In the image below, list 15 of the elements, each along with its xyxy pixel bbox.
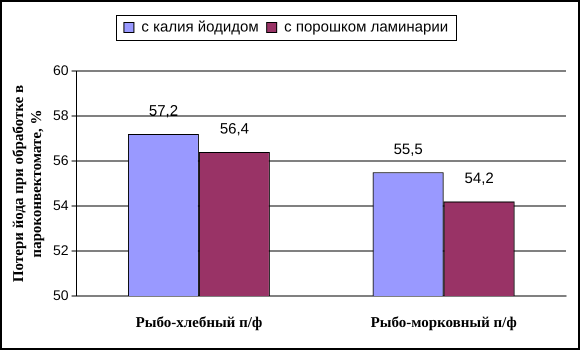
y-tick-label: 60 bbox=[52, 62, 69, 78]
data-label: 56,4 bbox=[220, 120, 250, 138]
legend-label: с порошком ламинарии bbox=[284, 18, 448, 36]
y-tick-label: 56 bbox=[52, 152, 69, 168]
y-tick-label: 52 bbox=[52, 242, 69, 258]
data-label: 55,5 bbox=[394, 140, 423, 158]
legend-label: с калия йодидом bbox=[141, 18, 259, 36]
y-tick-label: 58 bbox=[52, 106, 69, 123]
y-tick-label: 50 bbox=[52, 286, 69, 303]
data-label: 54,2 bbox=[464, 170, 494, 188]
x-tick-label: Рыбо-хлебный п/ф bbox=[136, 314, 262, 331]
x-tick-label: Рыбо-морковный п/ф bbox=[370, 314, 517, 331]
y-axis-title: Потери йода при обработке в пароконвектомате, % bbox=[10, 84, 45, 282]
y-tick-label: 54 bbox=[52, 196, 69, 213]
data-label: 57,2 bbox=[148, 102, 178, 120]
